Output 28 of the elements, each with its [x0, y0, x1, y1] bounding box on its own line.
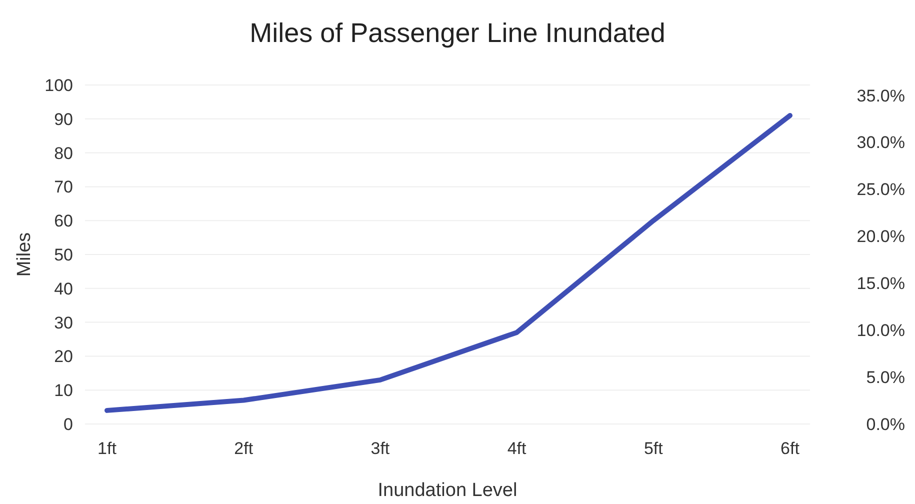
y-tick-label: 50: [54, 245, 73, 264]
y-tick-label: 30: [54, 313, 73, 332]
y2-tick-label: 15.0%: [856, 274, 905, 294]
x-tick-label: 2ft: [234, 439, 254, 458]
y-axis-title: Miles: [14, 232, 35, 277]
y2-tick-label: 0.0%: [866, 414, 905, 434]
y-tick-label: 70: [54, 178, 73, 197]
y-tick-label: 80: [54, 144, 73, 163]
y-tick-label: 20: [54, 347, 73, 366]
y2-tick-label: 25.0%: [856, 180, 905, 200]
x-tick-label: 6ft: [780, 439, 800, 458]
y-tick-label: 60: [54, 212, 73, 231]
y-tick-label: 40: [54, 279, 73, 298]
y-tick-label: 90: [54, 110, 73, 129]
x-tick-label: 3ft: [370, 439, 390, 458]
y2-tick-label: 20.0%: [856, 227, 905, 246]
y2-tick-label: 10.0%: [856, 321, 905, 340]
x-tick-label: 4ft: [507, 439, 527, 458]
x-tick-label: 5ft: [644, 439, 664, 458]
y-tick-label: 10: [54, 381, 73, 400]
y2-tick-label: 35.0%: [856, 86, 905, 106]
x-tick-label: 1ft: [98, 439, 117, 458]
y2-tick-label: 30.0%: [856, 133, 905, 152]
chart-title: Miles of Passenger Line Inundated: [250, 18, 666, 48]
y2-tick-label: 5.0%: [866, 368, 905, 387]
y-tick-label: 100: [44, 76, 73, 95]
x-axis-title: Inundation Level: [378, 480, 518, 501]
y-tick-label: 0: [64, 414, 73, 434]
